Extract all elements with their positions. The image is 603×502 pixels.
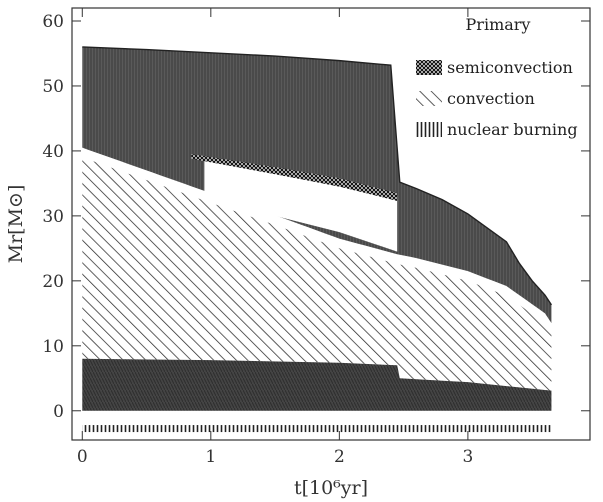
plot-frame xyxy=(71,7,591,441)
legend-title: Primary xyxy=(466,15,531,34)
y-tick-label: 10 xyxy=(42,337,64,357)
y-tick-label: 20 xyxy=(42,272,64,292)
legend-swatch xyxy=(416,60,442,75)
legend-swatch xyxy=(416,122,442,137)
x-tick-label: 3 xyxy=(462,447,473,467)
timeline-bar xyxy=(82,425,552,433)
y-axis-title: Mr[M⊙] xyxy=(5,185,27,264)
x-axis-title: t[10⁶yr] xyxy=(294,477,368,499)
legend-swatch xyxy=(416,91,442,106)
total-mass-line xyxy=(82,46,553,306)
legend-label: semiconvection xyxy=(447,58,573,77)
gap-region xyxy=(204,160,398,252)
y-tick-label: 30 xyxy=(42,207,64,227)
legend-label: convection xyxy=(447,89,535,108)
convection-region xyxy=(82,157,552,391)
x-tick-label: 2 xyxy=(334,447,345,467)
x-tick-label: 1 xyxy=(205,447,216,467)
burning-core-region xyxy=(82,358,552,411)
y-tick-label: 60 xyxy=(42,12,64,32)
x-tick-label: 0 xyxy=(77,447,88,467)
y-tick-label: 0 xyxy=(53,402,64,422)
y-tick-label: 40 xyxy=(42,142,64,162)
legend-label: nuclear burning xyxy=(447,120,578,139)
semiconvection-region xyxy=(191,154,398,201)
y-tick-label: 50 xyxy=(42,77,64,97)
